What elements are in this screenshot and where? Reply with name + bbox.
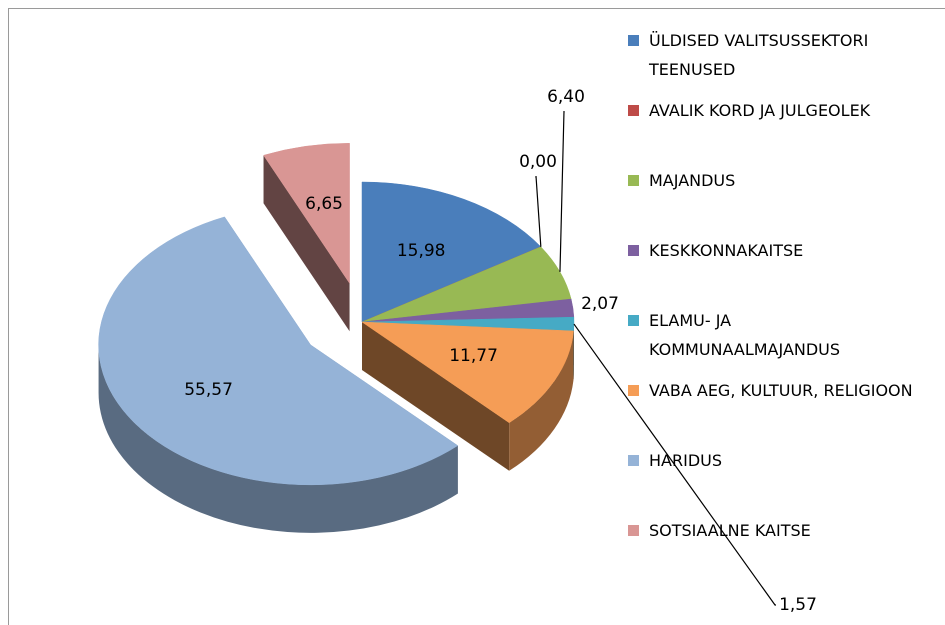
- legend-item: KESKKONNAKAITSE: [628, 236, 928, 306]
- legend-swatch: [628, 385, 639, 396]
- slice-side: [509, 330, 574, 471]
- slice: [361, 181, 542, 323]
- chart-frame: [8, 8, 945, 625]
- legend-label: SOTSIAALNE KAITSE: [649, 521, 811, 540]
- legend-swatch: [628, 35, 639, 46]
- legend-item: VABA AEG, KULTUUR, RELIGIOON: [628, 376, 928, 446]
- legend-swatch: [628, 105, 639, 116]
- legend-label: VABA AEG, KULTUUR, RELIGIOON: [649, 381, 913, 400]
- data-label: 6,65: [305, 194, 343, 214]
- legend-item: AVALIK KORD JA JULGEOLEK: [628, 96, 928, 166]
- data-label: 2,07: [581, 294, 619, 314]
- legend-label: KESKKONNAKAITSE: [649, 241, 804, 260]
- legend-swatch: [628, 455, 639, 466]
- legend: ÜLDISED VALITSUSSEKTORI TEENUSED AVALIK K…: [628, 26, 928, 586]
- leader-line: [535, 175, 542, 247]
- leader-line: [559, 110, 565, 272]
- legend-item: HARIDUS: [628, 446, 928, 516]
- leader-line: [573, 323, 776, 606]
- legend-item: ÜLDISED VALITSUSSEKTORI TEENUSED: [628, 26, 928, 96]
- data-label: 11,77: [449, 346, 498, 366]
- legend-label: ÜLDISED VALITSUSSEKTORI TEENUSED: [649, 31, 869, 79]
- data-label: 0,00: [519, 152, 557, 172]
- slice: [263, 143, 350, 285]
- slice-side: [263, 155, 350, 332]
- slice-side: [362, 322, 510, 471]
- legend-label: MAJANDUS: [649, 171, 736, 190]
- legend-label: HARIDUS: [649, 451, 722, 470]
- data-label: 55,57: [184, 380, 233, 400]
- data-label: 15,98: [397, 241, 446, 261]
- legend-item: SOTSIAALNE KAITSE: [628, 516, 928, 586]
- legend-label: AVALIK KORD JA JULGEOLEK: [649, 101, 871, 120]
- slice-side: [98, 344, 458, 533]
- slice: [98, 216, 459, 486]
- legend-item: MAJANDUS: [628, 166, 928, 236]
- legend-item: ELAMU- JA KOMMUNAALMAJANDUS: [628, 306, 928, 376]
- legend-swatch: [628, 525, 639, 536]
- legend-swatch: [628, 245, 639, 256]
- slice: [361, 321, 574, 424]
- legend-label: ELAMU- JA KOMMUNAALMAJANDUS: [649, 311, 841, 359]
- legend-swatch: [628, 175, 639, 186]
- legend-swatch: [628, 315, 639, 326]
- data-label: 1,57: [779, 595, 817, 615]
- data-label: 6,40: [547, 87, 585, 107]
